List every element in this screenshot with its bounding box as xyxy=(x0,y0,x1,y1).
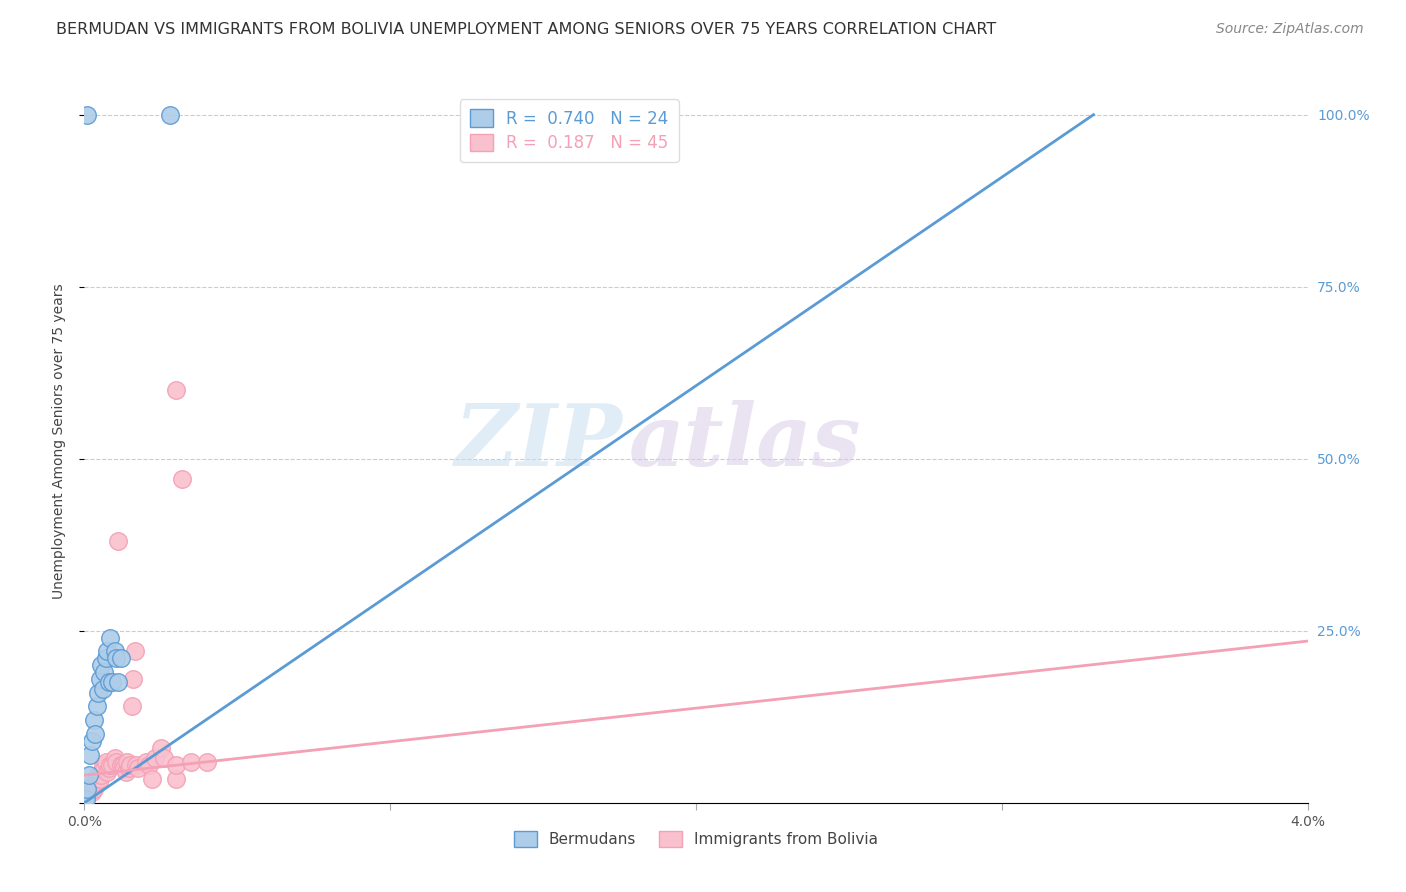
Point xyxy=(76,782,98,797)
Point xyxy=(101,675,124,690)
Point xyxy=(101,758,124,772)
Point xyxy=(76,782,98,797)
Point xyxy=(120,758,142,772)
Point xyxy=(118,761,141,775)
Point xyxy=(98,758,121,772)
Legend: Bermudans, Immigrants from Bolivia: Bermudans, Immigrants from Bolivia xyxy=(505,822,887,856)
Point xyxy=(149,740,172,755)
Point xyxy=(165,383,187,397)
Point xyxy=(125,758,148,772)
Point xyxy=(83,782,105,797)
Point xyxy=(105,755,128,769)
Point xyxy=(96,644,118,658)
Text: atlas: atlas xyxy=(628,400,862,483)
Point xyxy=(77,785,100,799)
Point xyxy=(114,764,136,779)
Point xyxy=(121,699,143,714)
Point xyxy=(98,631,121,645)
Y-axis label: Unemployment Among Seniors over 75 years: Unemployment Among Seniors over 75 years xyxy=(52,284,66,599)
Text: ZIP: ZIP xyxy=(454,400,623,483)
Point xyxy=(94,651,117,665)
Point xyxy=(165,758,187,772)
Point xyxy=(107,534,129,549)
Point xyxy=(159,108,181,122)
Point xyxy=(87,768,110,782)
Point xyxy=(104,644,127,658)
Point xyxy=(104,751,127,765)
Point xyxy=(89,672,111,686)
Point xyxy=(110,651,132,665)
Point xyxy=(110,758,132,772)
Point xyxy=(122,672,145,686)
Point xyxy=(80,785,103,799)
Point xyxy=(83,713,105,727)
Point xyxy=(97,761,120,775)
Point xyxy=(127,761,149,775)
Point xyxy=(105,651,128,665)
Point xyxy=(143,751,166,765)
Point xyxy=(93,665,115,679)
Point xyxy=(96,764,118,779)
Point xyxy=(111,758,134,772)
Point xyxy=(84,727,107,741)
Point xyxy=(79,747,101,762)
Point xyxy=(77,768,100,782)
Point xyxy=(112,761,135,775)
Point xyxy=(86,699,108,714)
Point xyxy=(84,775,107,789)
Point xyxy=(107,675,129,690)
Text: Source: ZipAtlas.com: Source: ZipAtlas.com xyxy=(1216,22,1364,37)
Point xyxy=(180,755,202,769)
Point xyxy=(97,675,120,690)
Point xyxy=(141,772,163,786)
Point xyxy=(89,772,111,786)
Point xyxy=(75,792,97,806)
Point xyxy=(195,755,218,769)
Point xyxy=(91,758,114,772)
Point xyxy=(75,789,97,803)
Point xyxy=(90,658,112,673)
Point xyxy=(172,472,194,486)
Point xyxy=(80,734,103,748)
Point xyxy=(165,772,187,786)
Point xyxy=(93,761,115,775)
Point xyxy=(135,755,157,769)
Point xyxy=(138,758,160,772)
Point xyxy=(124,644,146,658)
Text: BERMUDAN VS IMMIGRANTS FROM BOLIVIA UNEMPLOYMENT AMONG SENIORS OVER 75 YEARS COR: BERMUDAN VS IMMIGRANTS FROM BOLIVIA UNEM… xyxy=(56,22,997,37)
Point xyxy=(153,751,176,765)
Point xyxy=(94,755,117,769)
Point xyxy=(90,768,112,782)
Point xyxy=(87,686,110,700)
Point xyxy=(115,755,138,769)
Point xyxy=(91,682,114,697)
Point xyxy=(86,772,108,786)
Point xyxy=(79,779,101,793)
Point xyxy=(76,108,98,122)
